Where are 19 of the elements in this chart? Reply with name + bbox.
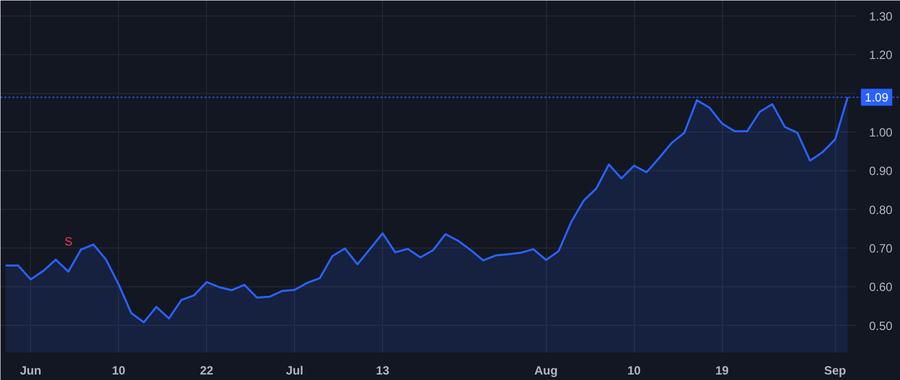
x-tick-label: 19	[715, 364, 730, 378]
x-tick-label: 22	[200, 364, 214, 378]
x-tick-label: Sep	[824, 364, 846, 378]
x-tick-label: 10	[112, 364, 126, 378]
y-tick-label: 0.70	[869, 242, 893, 256]
y-tick-label: 1.20	[869, 48, 893, 62]
y-tick-label: 0.60	[869, 280, 893, 294]
x-tick-label: 10	[627, 364, 642, 378]
x-tick-label: Jun	[20, 364, 42, 378]
y-tick-label: 0.90	[869, 164, 893, 178]
y-tick-label: 1.30	[869, 9, 893, 24]
annotation: S	[64, 234, 73, 248]
x-tick-label: 13	[376, 364, 390, 378]
y-tick-label: 1.00	[869, 126, 893, 140]
x-tick-label: Jul	[286, 364, 304, 378]
y-tick-label: 0.80	[869, 202, 893, 217]
y-tick-label: 0.50	[869, 318, 893, 333]
ref-line-label: 1.09	[864, 90, 889, 105]
x-tick-label: Aug	[534, 364, 558, 378]
